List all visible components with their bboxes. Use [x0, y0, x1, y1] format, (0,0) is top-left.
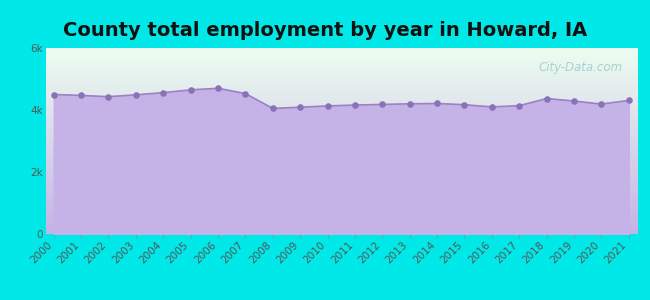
Point	[158, 90, 168, 95]
Point	[295, 105, 306, 110]
Point	[49, 92, 59, 97]
Point	[103, 94, 114, 99]
Point	[185, 88, 196, 92]
Point	[541, 96, 552, 101]
Point	[322, 103, 333, 108]
Point	[131, 92, 141, 97]
Point	[213, 86, 223, 91]
Point	[268, 106, 278, 111]
Point	[432, 101, 442, 106]
Point	[350, 103, 360, 107]
Point	[623, 98, 634, 103]
Point	[514, 103, 525, 108]
Point	[404, 101, 415, 106]
Text: City-Data.com: City-Data.com	[538, 61, 622, 74]
Point	[76, 93, 86, 98]
Point	[569, 99, 579, 103]
Text: County total employment by year in Howard, IA: County total employment by year in Howar…	[63, 21, 587, 40]
Point	[377, 102, 387, 107]
Point	[596, 102, 606, 106]
Point	[240, 91, 251, 96]
Point	[460, 102, 470, 107]
Point	[487, 104, 497, 109]
